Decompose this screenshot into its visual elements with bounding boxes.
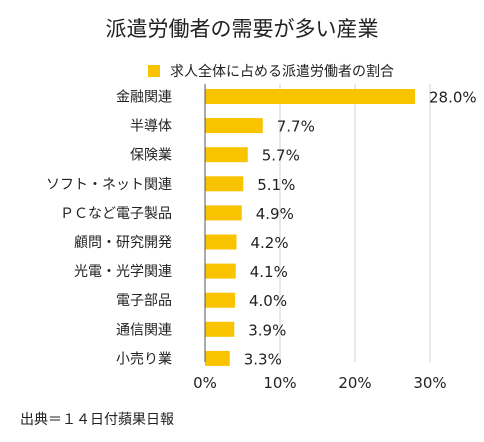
legend-swatch bbox=[148, 65, 160, 77]
value-label: 4.1% bbox=[250, 263, 288, 281]
value-label: 5.7% bbox=[262, 147, 300, 165]
category-label: 保険業 bbox=[130, 148, 172, 164]
bar bbox=[205, 321, 235, 337]
category-label: 通信関連 bbox=[116, 322, 172, 338]
x-tick-label: 20% bbox=[338, 374, 371, 392]
x-tick-label: 0% bbox=[193, 374, 217, 392]
category-label: 半導体 bbox=[130, 119, 172, 135]
bar bbox=[205, 292, 235, 308]
grid-lines bbox=[279, 84, 431, 362]
chart-title: 派遣労働者の需要が多い産業 bbox=[106, 17, 379, 41]
bar bbox=[205, 263, 236, 279]
legend: 求人全体に占める派遣労働者の割合 bbox=[148, 63, 394, 80]
value-label: 7.7% bbox=[277, 118, 315, 136]
value-label: 5.1% bbox=[257, 176, 295, 194]
value-label: 4.9% bbox=[256, 205, 294, 223]
value-label: 4.0% bbox=[249, 292, 287, 310]
bar bbox=[205, 234, 237, 250]
bars bbox=[205, 89, 415, 366]
bar bbox=[205, 118, 263, 134]
legend-label: 求人全体に占める派遣労働者の割合 bbox=[170, 63, 394, 80]
category-label: 小売り業 bbox=[116, 351, 172, 367]
source-note: 出典＝１４日付蘋果日報 bbox=[20, 412, 174, 428]
bar bbox=[205, 89, 415, 104]
category-label: 光電・光学関連 bbox=[74, 264, 172, 280]
category-label: 顧問・研究開発 bbox=[74, 235, 172, 251]
bar bbox=[205, 350, 230, 366]
x-tick-label: 30% bbox=[413, 374, 446, 392]
bar bbox=[205, 205, 242, 221]
category-label: ＰＣなど電子製品 bbox=[60, 206, 172, 222]
value-label: 3.9% bbox=[248, 321, 286, 339]
value-labels: 28.0% 7.7% 5.7% 5.1% 4.9% 4.2% 4.1% 4.0% 3.9% 3.3… bbox=[244, 89, 477, 369]
bar bbox=[205, 147, 248, 163]
bar bbox=[205, 176, 244, 192]
category-label: 電子部品 bbox=[116, 293, 172, 309]
x-tick-labels: 0% 10% 20% 30% bbox=[193, 374, 447, 392]
value-label: 3.3% bbox=[244, 350, 282, 368]
category-label: 金融関連 bbox=[116, 90, 172, 106]
category-label: ソフト・ネット関連 bbox=[46, 177, 172, 193]
value-label: 28.0% bbox=[429, 89, 477, 107]
value-label: 4.2% bbox=[251, 234, 289, 252]
x-tick-label: 10% bbox=[263, 374, 296, 392]
